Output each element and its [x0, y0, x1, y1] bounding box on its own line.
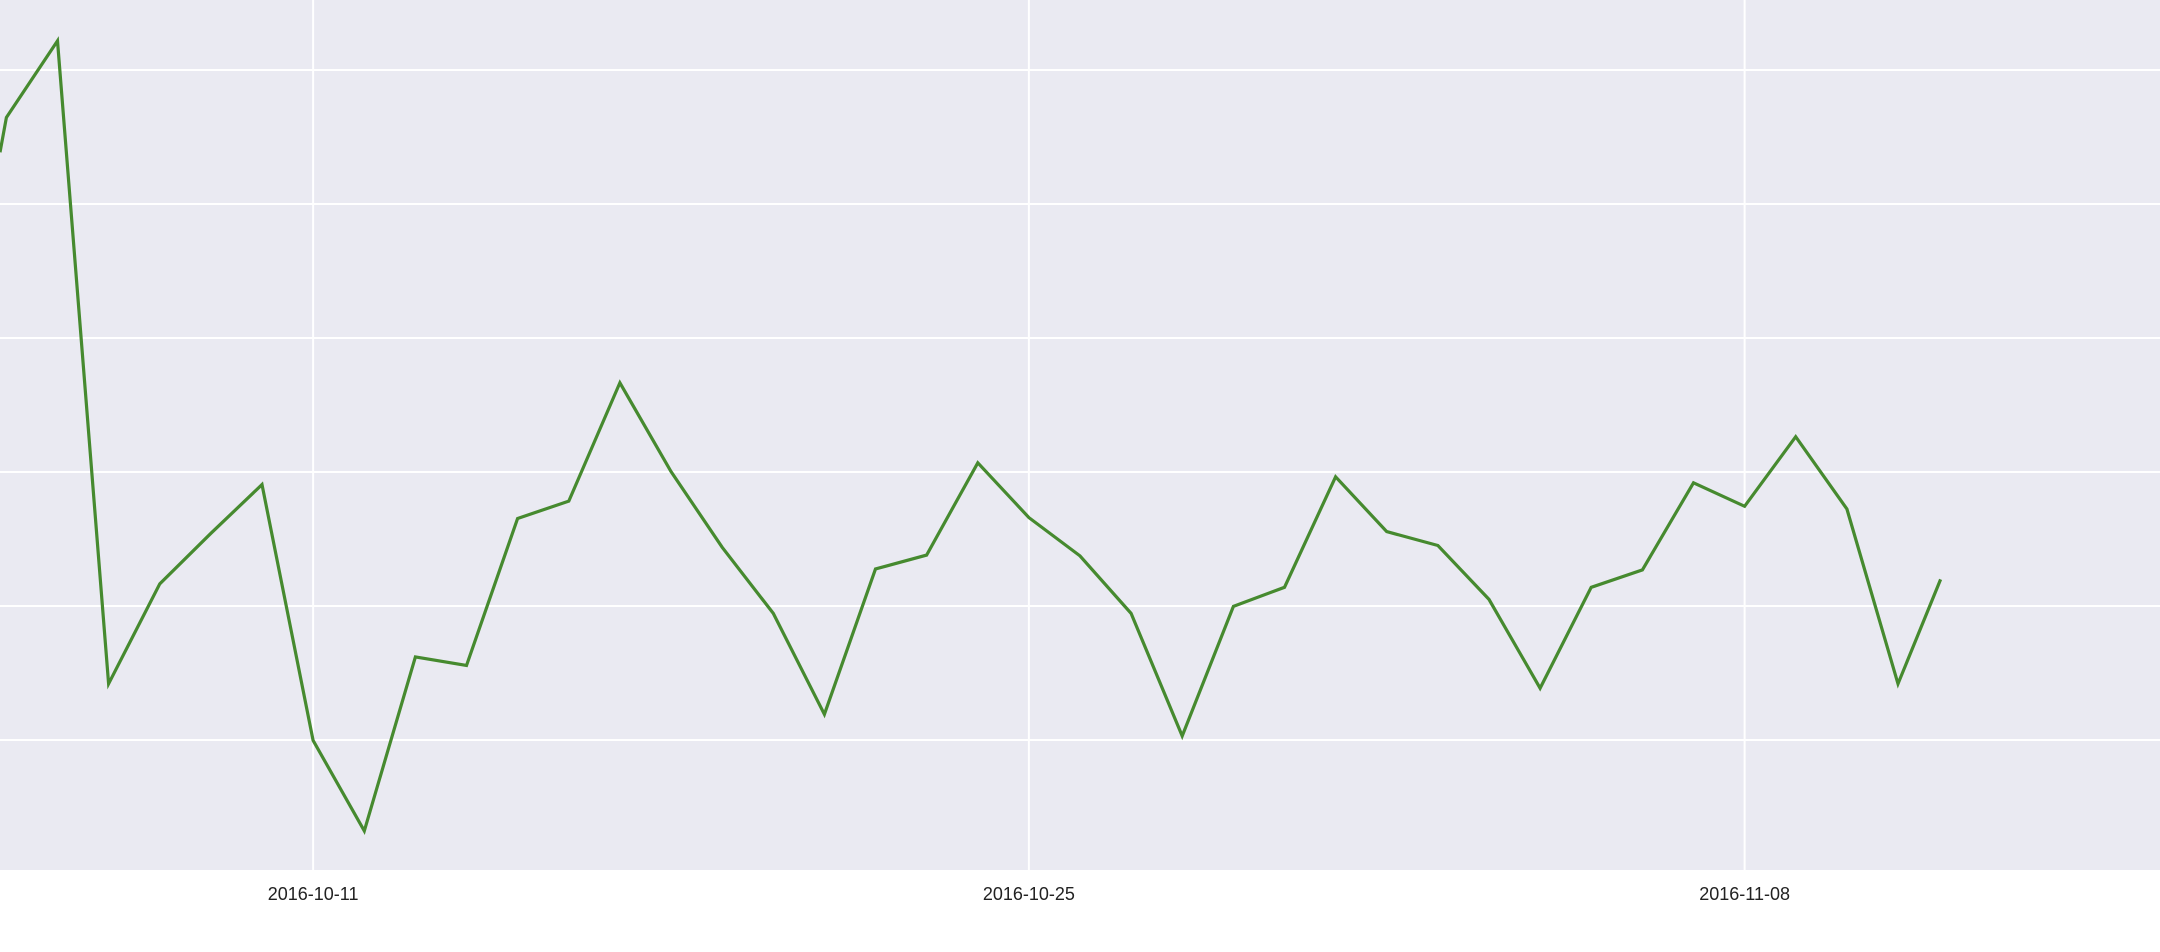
- series-line: [0, 36, 1943, 835]
- plot-background: [0, 0, 2160, 870]
- x-tick-labels: 2016-10-11 2016-10-25 2016-11-08: [268, 884, 1790, 904]
- y-gridlines: [0, 69, 2160, 741]
- x-tick-label: 2016-10-25: [983, 884, 1075, 904]
- x-tick-label: 2016-11-08: [1699, 884, 1790, 904]
- x-tick-label: 2016-10-11: [268, 884, 359, 904]
- x-gridlines: [312, 0, 1746, 870]
